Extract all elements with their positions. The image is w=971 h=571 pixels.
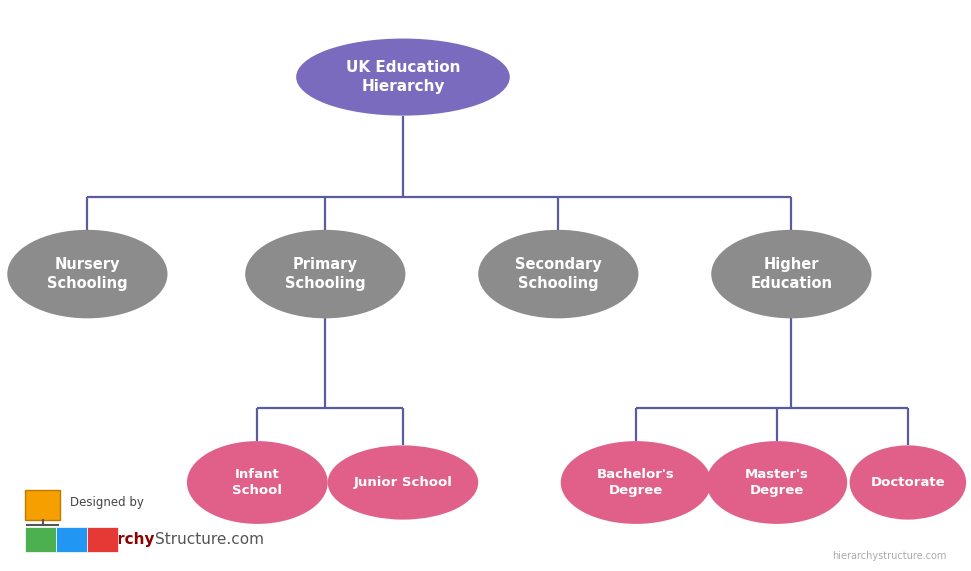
Text: Primary
Schooling: Primary Schooling: [285, 258, 366, 291]
Text: Designed by: Designed by: [70, 496, 144, 509]
Ellipse shape: [561, 441, 712, 524]
Text: Secondary
Schooling: Secondary Schooling: [515, 258, 602, 291]
FancyBboxPatch shape: [56, 527, 87, 552]
Ellipse shape: [711, 230, 872, 318]
Ellipse shape: [478, 230, 639, 318]
Text: Hierarchy: Hierarchy: [72, 532, 155, 547]
Text: UK Education
Hierarchy: UK Education Hierarchy: [346, 61, 460, 94]
FancyBboxPatch shape: [25, 527, 56, 552]
Ellipse shape: [246, 230, 406, 318]
Ellipse shape: [296, 39, 510, 115]
Text: Infant
School: Infant School: [232, 468, 283, 497]
Ellipse shape: [328, 445, 478, 520]
FancyBboxPatch shape: [87, 527, 118, 552]
Text: Bachelor's
Degree: Bachelor's Degree: [597, 468, 675, 497]
FancyBboxPatch shape: [25, 490, 60, 520]
Ellipse shape: [7, 230, 167, 318]
Ellipse shape: [850, 445, 966, 520]
Ellipse shape: [187, 441, 328, 524]
Text: Structure.com: Structure.com: [155, 532, 264, 547]
Text: Nursery
Schooling: Nursery Schooling: [47, 258, 128, 291]
Ellipse shape: [707, 441, 848, 524]
Text: Junior School: Junior School: [353, 476, 452, 489]
Text: Higher
Education: Higher Education: [751, 258, 832, 291]
Text: hierarchystructure.com: hierarchystructure.com: [832, 550, 947, 561]
Text: Doctorate: Doctorate: [871, 476, 945, 489]
Text: Master's
Degree: Master's Degree: [745, 468, 809, 497]
